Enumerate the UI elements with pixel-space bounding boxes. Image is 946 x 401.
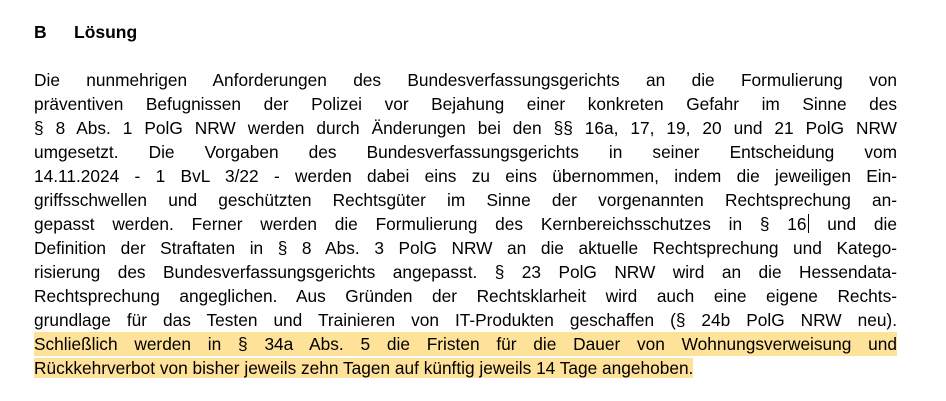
section-title: Lösung [74, 22, 138, 42]
highlight: Schließlich werden in § 34a Abs. 5 die F… [34, 332, 897, 356]
text-line: grundlage für das Testen und Trainieren … [34, 310, 897, 330]
text-line: griffsschwellen und geschützten Rechtsgü… [34, 190, 897, 210]
text-segment: gepasst werden. Ferner werden die Formul… [34, 214, 807, 234]
text-line: Rechtsprechung angeglichen. Aus Gründen … [34, 286, 897, 306]
section-heading: B Lösung [34, 22, 137, 43]
text-line: gepasst werden. Ferner werden die Formul… [34, 212, 897, 236]
text-line: risierung des Bundesverfassungsgerichts … [34, 262, 897, 282]
text-line: 14.11.2024 - 1 BvL 3/22 - werden dabei e… [34, 166, 897, 186]
text-segment: und die [827, 214, 897, 234]
text-cursor [807, 214, 809, 233]
text-line: § 8 Abs. 1 PolG NRW werden durch Änderun… [34, 118, 897, 138]
highlighted-text-line: Rückkehrverbot von bisher jeweils zehn T… [34, 356, 897, 380]
body-paragraph: Die nunmehrigen Anforderungen des Bundes… [34, 68, 897, 380]
text-line: Definition der Straftaten in § 8 Abs. 3 … [34, 238, 897, 258]
text-line: präventiven Befugnissen der Polizei vor … [34, 94, 897, 114]
text-line: umgesetzt. Die Vorgaben des Bundesverfas… [34, 142, 897, 162]
highlighted-text-line: Schließlich werden in § 34a Abs. 5 die F… [34, 332, 897, 356]
text-line: Die nunmehrigen Anforderungen des Bundes… [34, 70, 897, 90]
section-number: B [34, 22, 47, 42]
highlight: Rückkehrverbot von bisher jeweils zehn T… [34, 358, 694, 378]
